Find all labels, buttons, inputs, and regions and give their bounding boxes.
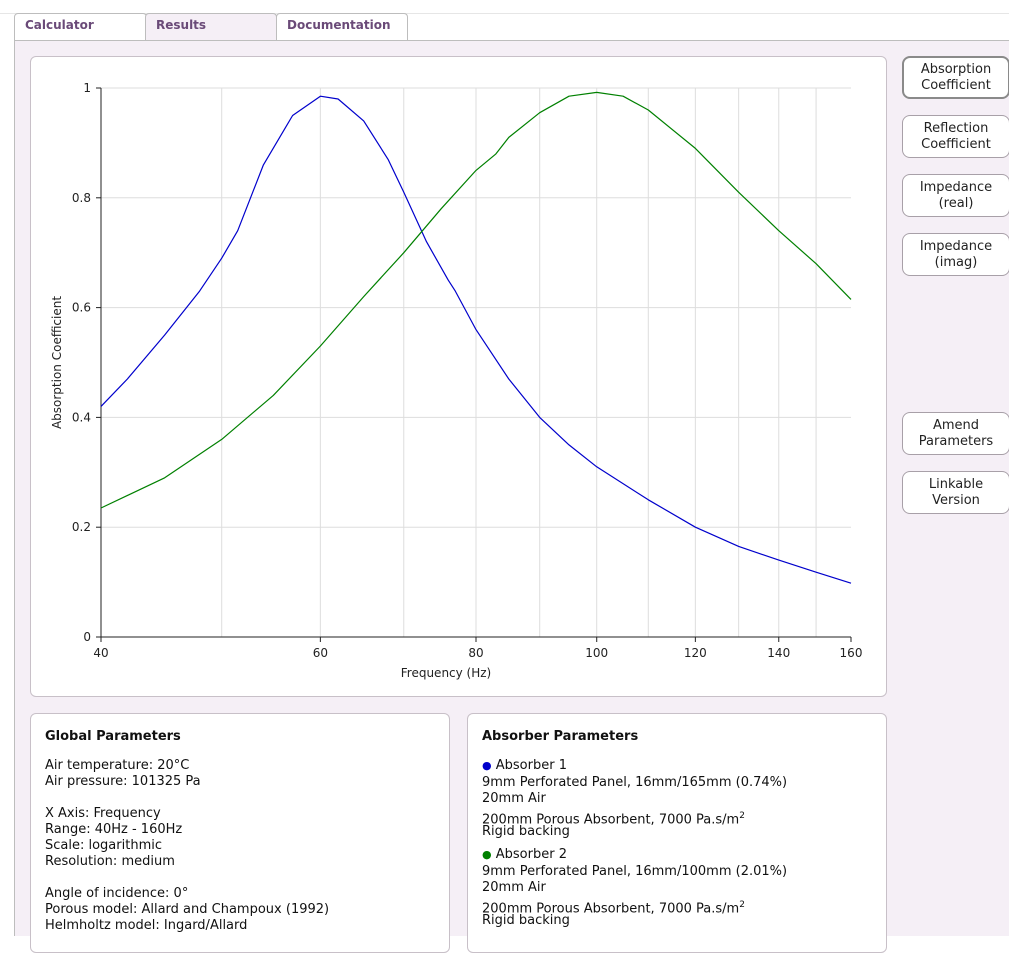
- impedance-real-button[interactable]: Impedance (real): [902, 174, 1009, 217]
- tab-documentation[interactable]: Documentation: [276, 13, 408, 40]
- y-tick-label: 0.2: [72, 520, 91, 534]
- absorber-parameters-panel: Absorber Parameters ● Absorber 1 9mm Per…: [467, 713, 887, 953]
- x-tick-label: 100: [585, 646, 608, 660]
- air-temperature: Air temperature: 20°C: [45, 758, 190, 773]
- y-tick-label: 0.4: [72, 410, 91, 424]
- absorber-1-header: ● Absorber 1: [482, 758, 567, 774]
- global-parameters-panel: Global Parameters Air temperature: 20°C …: [30, 713, 450, 953]
- absorption-coefficient-line1: Absorption: [920, 61, 992, 77]
- amend-parameters-button[interactable]: Amend Parameters: [902, 412, 1009, 455]
- y-axis-label: Absorption Coefficient: [50, 296, 64, 429]
- scale-setting: Scale: logarithmic: [45, 838, 162, 853]
- angle-of-incidence: Angle of incidence: 0°: [45, 886, 189, 901]
- tab-results[interactable]: Results: [145, 13, 277, 41]
- absorber-1-porous-sup: 2: [739, 811, 745, 821]
- absorber-2-name: Absorber 2: [495, 847, 567, 862]
- linkable-version-line2: Version: [932, 492, 980, 508]
- absorber-2-porous: 200mm Porous Absorbent, 7000 Pa.s/m2: [482, 897, 745, 917]
- reflection-coefficient-line1: Reflection: [923, 120, 989, 136]
- resolution-setting: Resolution: medium: [45, 854, 175, 869]
- x-tick-label: 60: [313, 646, 328, 660]
- series-line-absorber-2: [100, 91, 852, 509]
- absorber-2-backing: Rigid backing: [482, 913, 570, 928]
- tab-calculator[interactable]: Calculator: [14, 13, 147, 40]
- x-tick-label: 160: [840, 646, 863, 660]
- tab-bar: Calculator Results Documentation: [0, 0, 1009, 41]
- chart-panel: 0 0.2 0.4 0.6 0.8 1 40 60 80 100 120 140 160 Frequenc…: [30, 56, 887, 697]
- tab-bar-line: [0, 13, 1009, 14]
- absorber-2-header: ● Absorber 2: [482, 847, 567, 863]
- range-setting: Range: 40Hz - 160Hz: [45, 822, 183, 837]
- impedance-real-line2: (real): [938, 195, 974, 211]
- absorber-1-porous: 200mm Porous Absorbent, 7000 Pa.s/m2: [482, 808, 745, 828]
- x-tick-label: 80: [468, 646, 483, 660]
- helmholtz-model: Helmholtz model: Ingard/Allard: [45, 918, 248, 933]
- absorber-1-panel: 9mm Perforated Panel, 16mm/165mm (0.74%): [482, 775, 788, 790]
- impedance-real-line1: Impedance: [919, 179, 993, 195]
- y-tick-label: 0.6: [72, 301, 91, 315]
- absorber-1-name: Absorber 1: [495, 758, 567, 773]
- x-axis-setting: X Axis: Frequency: [45, 806, 161, 821]
- y-tick-label: 1: [83, 81, 91, 95]
- absorption-coefficient-line2: Coefficient: [921, 77, 991, 93]
- x-tick-label: 40: [93, 646, 108, 660]
- x-tick-label: 120: [684, 646, 707, 660]
- x-axis-label: Frequency (Hz): [401, 666, 492, 680]
- absorber-parameters-title: Absorber Parameters: [482, 729, 639, 744]
- x-tick-label: 140: [767, 646, 790, 660]
- absorber-2-porous-text: 200mm Porous Absorbent, 7000 Pa.s/m: [482, 901, 740, 917]
- impedance-imag-line2: (imag): [934, 254, 978, 270]
- y-tick-label: 0: [83, 630, 91, 644]
- amend-parameters-line1: Amend: [932, 417, 980, 433]
- air-pressure: Air pressure: 101325 Pa: [45, 774, 201, 789]
- reflection-coefficient-button[interactable]: Reflection Coefficient: [902, 115, 1009, 158]
- series-line-absorber-1: [100, 95, 852, 584]
- impedance-imag-button[interactable]: Impedance (imag): [902, 233, 1009, 276]
- global-parameters-title: Global Parameters: [45, 729, 181, 744]
- absorber-1-porous-text: 200mm Porous Absorbent, 7000 Pa.s/m: [482, 812, 740, 828]
- absorber-2-air: 20mm Air: [482, 880, 546, 895]
- absorber-1-air: 20mm Air: [482, 791, 546, 806]
- amend-parameters-line2: Parameters: [918, 433, 994, 449]
- absorber-1-bullet-icon: ●: [482, 759, 492, 772]
- absorber-2-bullet-icon: ●: [482, 848, 492, 861]
- impedance-imag-line1: Impedance: [919, 238, 993, 254]
- absorber-2-panel: 9mm Perforated Panel, 16mm/100mm (2.01%): [482, 864, 788, 879]
- absorber-2-porous-sup: 2: [739, 900, 745, 910]
- absorber-1-backing: Rigid backing: [482, 824, 570, 839]
- linkable-version-button[interactable]: Linkable Version: [902, 471, 1009, 514]
- reflection-coefficient-line2: Coefficient: [921, 136, 991, 152]
- absorption-coefficient-button[interactable]: Absorption Coefficient: [902, 56, 1009, 99]
- porous-model: Porous model: Allard and Champoux (1992): [45, 902, 330, 917]
- y-tick-label: 0.8: [72, 191, 91, 205]
- linkable-version-line1: Linkable: [928, 476, 984, 492]
